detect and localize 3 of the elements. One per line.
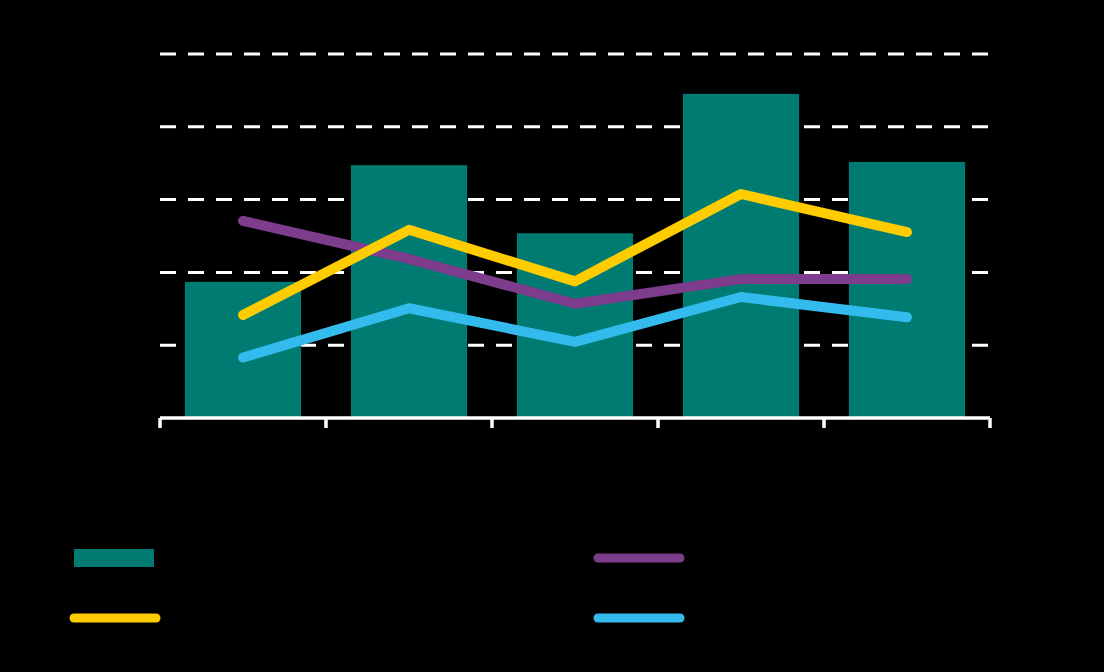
bar — [848, 161, 966, 418]
bar — [682, 93, 800, 418]
bar — [184, 281, 302, 418]
